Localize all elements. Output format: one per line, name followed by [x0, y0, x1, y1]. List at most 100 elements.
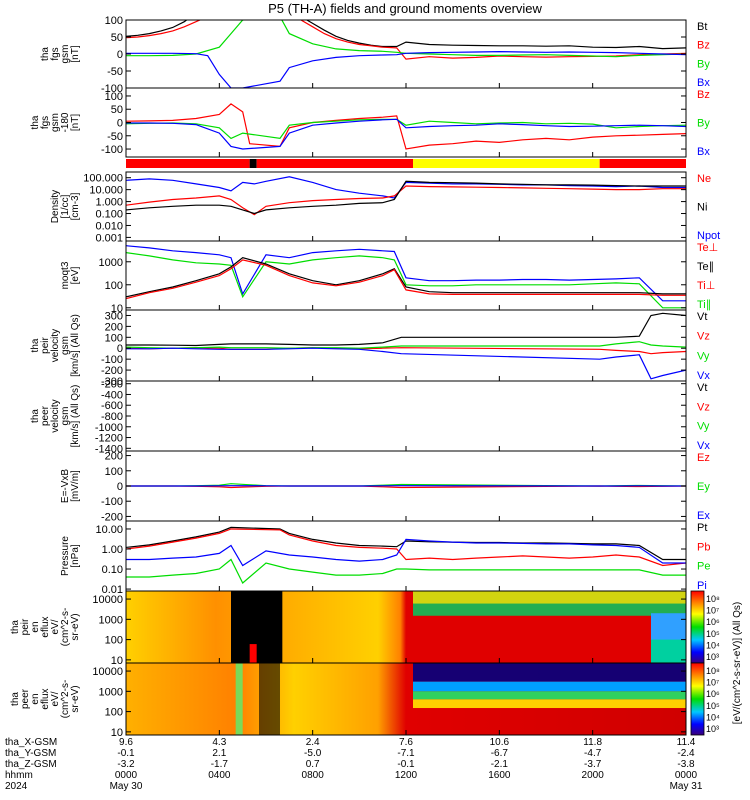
temperature-legend: Ti∥: [697, 299, 711, 311]
fgs-gsm-legend: Bx: [697, 77, 710, 89]
fgs-gsm-legend: Bz: [697, 40, 710, 52]
xaxis-tick-value: 2.4: [306, 737, 320, 748]
xaxis-row-label: tha_Y-GSM: [5, 748, 56, 759]
peir-spec-ytick: 100: [105, 635, 123, 647]
temperature-series-0: [126, 245, 686, 302]
peer-spec-ytick: 10: [111, 727, 123, 739]
mode-segment: [256, 159, 413, 168]
efield-ylabel: E=-VxB: [60, 469, 71, 504]
xaxis-tick-value: -0.1: [397, 759, 415, 770]
temperature-legend: Te∥: [697, 261, 714, 273]
peir-velocity-legend: Vy: [697, 350, 710, 362]
peir-spec-ylabel: peir: [20, 618, 31, 635]
efield-ylabel: [mV/m]: [70, 470, 81, 502]
fgs-gsm-series-2: [126, 20, 686, 58]
fgs-gsm-ytick: -100: [101, 83, 123, 95]
xaxis-tick-value: -0.1: [117, 748, 135, 759]
efield-ytick: -200: [101, 511, 123, 523]
pressure-ytick: 1.00: [102, 544, 123, 556]
colorbar-tick: 10⁸: [706, 666, 720, 676]
peir-velocity-ylabel: velocity: [50, 329, 61, 362]
chart-title: P5 (TH-A) fields and ground moments over…: [268, 1, 542, 16]
peer-spec-ylabel: sr-eV): [70, 685, 81, 712]
fgs-dsl-legend: Bx: [697, 146, 710, 158]
spectrogram-peir-spec: [126, 591, 686, 663]
pressure-legend: Pb: [697, 541, 710, 553]
density-series-2: [126, 180, 686, 215]
peer-spec-ytick: 1000: [99, 686, 123, 698]
efield-ytick: 200: [105, 451, 123, 463]
panel-peer-velocity: -200-400-600-800-1000-1200-1400 tha peer ve…: [30, 379, 710, 456]
density-legend: Ne: [697, 173, 711, 185]
mode-segment: [249, 159, 257, 168]
xaxis-tick-value: 0000: [115, 770, 138, 781]
density-ylabel: [1/cc]: [60, 194, 71, 218]
fgs-gsm-ylabel: [nT]: [70, 45, 81, 62]
peer-spec-ylabel: peer: [20, 688, 31, 709]
efield-legend: Ey: [697, 481, 710, 493]
xaxis-tick-value: -4.7: [584, 748, 602, 759]
fgs-dsl-ytick: -100: [101, 144, 123, 156]
temperature-ytick: 1000: [99, 257, 123, 269]
colorbar-label: [eV/(cm^2-s-sr-eV)] (All Qs): [732, 602, 743, 724]
peer-spec-ylabel: eflux: [40, 688, 51, 709]
peer-velocity-legend: Vt: [697, 382, 707, 394]
xaxis-tick-value: 2000: [582, 770, 605, 781]
colorbar-tick: 10³: [706, 724, 719, 734]
peir-velocity-ytick: 300: [105, 310, 123, 322]
temperature-ytick: 10: [111, 303, 123, 315]
xaxis-tick-value: 11.4: [677, 737, 696, 748]
xaxis-tick-value: -1.7: [211, 759, 229, 770]
peir-velocity-legend: Vt: [697, 311, 707, 323]
density-ytick: 100.000: [83, 173, 123, 185]
pressure-ytick: 10.00: [95, 524, 123, 536]
peir-velocity-ytick: -200: [101, 365, 123, 377]
colorbar-bottom_ticks: [690, 662, 705, 736]
efield-ytick: 0: [117, 481, 123, 493]
peir-velocity-ytick: -300: [101, 376, 123, 388]
fgs-gsm-ylabel: gsm: [60, 45, 71, 64]
peer-velocity-legend: Vx: [697, 440, 710, 452]
fgs-gsm-legend: Bt: [697, 21, 707, 33]
peer-velocity-frame: [125, 380, 687, 452]
pressure-legend: Pe: [697, 561, 710, 573]
colorbar-top_ticks: [690, 590, 705, 664]
fgs-gsm-series-1: [126, 20, 686, 60]
colorbar-tick: 10⁴: [706, 712, 720, 722]
pressure-series-3: [126, 558, 686, 584]
xaxis-row-label: tha_X-GSM: [5, 737, 57, 748]
pressure-ylabel: [nPa]: [70, 544, 81, 568]
peer-velocity-legend: Vz: [697, 401, 710, 413]
mode-segment: [126, 159, 250, 168]
efield-legend: Ez: [697, 452, 710, 464]
fgs-gsm-legend: By: [697, 58, 710, 70]
xaxis-tick-value: 0800: [302, 770, 325, 781]
xaxis-row-label: 2024: [5, 781, 28, 792]
peer-velocity-ylabel: tha: [30, 409, 41, 423]
panel-efield: 200 100 0 -100 -200 E=-VxB [mV/m] Ez Ey Ex: [60, 450, 710, 523]
peir-spec-ylabel: en: [30, 621, 41, 632]
peer-spec-ylabel: eV/: [50, 691, 61, 706]
fgs-dsl-series-2: [126, 118, 686, 150]
xaxis-tick-value: 0.7: [306, 759, 320, 770]
xaxis-tick-value: -2.1: [491, 759, 509, 770]
fgs-dsl-ytick: 50: [111, 104, 123, 116]
mode-segment: [599, 159, 686, 168]
fgs-dsl-ytick: 0: [117, 118, 123, 130]
xaxis-tick-value: 1600: [488, 770, 511, 781]
peir-spec-ylabel: (cm^2-s-: [60, 608, 71, 647]
xaxis-tick-value: 7.6: [399, 737, 413, 748]
fgs-gsm-series-3: [126, 50, 686, 88]
fgs-gsm-ytick: -50: [107, 66, 123, 78]
density-ytick: 1.000: [95, 197, 123, 209]
fgs-gsm-ylabel: tha: [40, 47, 51, 61]
temperature-series-3: [126, 259, 686, 300]
temperature-legend: Ti⊥: [697, 280, 715, 292]
density-ytick: 0.001: [95, 232, 123, 244]
colorbar-tick: 10⁵: [706, 701, 720, 711]
peir-spec-ytick: 1000: [99, 614, 123, 626]
xaxis-tick-value: -2.4: [677, 748, 695, 759]
peer-velocity-ylabel: gsm: [60, 407, 71, 426]
temperature-ylabel: moqt3: [60, 261, 71, 289]
